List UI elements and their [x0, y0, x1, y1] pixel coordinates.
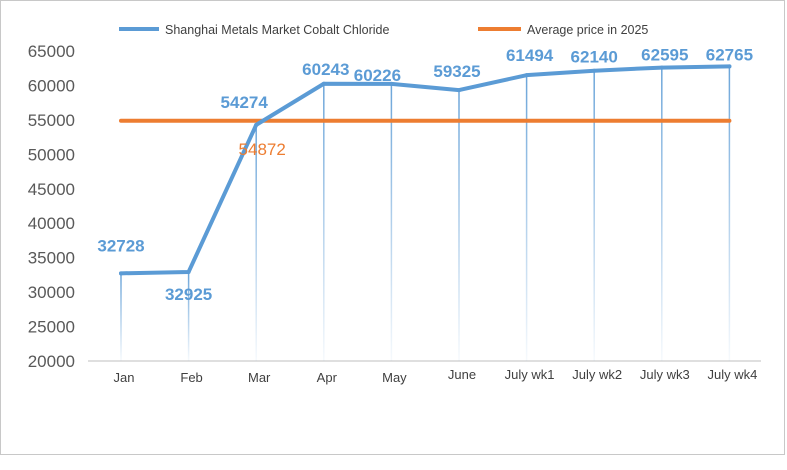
data-label: 62765 [706, 45, 753, 64]
y-tick-label: 45000 [28, 180, 75, 199]
x-tick-label: July wk2 [572, 367, 622, 382]
data-point [186, 269, 191, 274]
x-tick-label: Jan [114, 370, 135, 385]
data-label-average: 54872 [239, 140, 286, 159]
drop-line [255, 124, 257, 361]
data-label: 61494 [506, 46, 554, 65]
x-tick-label: Feb [180, 370, 202, 385]
x-tick-label: May [382, 370, 407, 385]
x-tick-label: Mar [248, 370, 271, 385]
y-tick-label: 55000 [28, 111, 75, 130]
data-label: 62595 [641, 46, 688, 65]
data-point [592, 68, 597, 73]
data-point [254, 122, 259, 127]
x-tick-label: Apr [317, 370, 338, 385]
data-label: 60243 [302, 60, 349, 79]
chart-frame: Shanghai Metals Market Cobalt Chloride A… [0, 0, 785, 455]
x-tick-label: July wk1 [505, 367, 555, 382]
legend-label-cobalt: Shanghai Metals Market Cobalt Chloride [165, 23, 389, 37]
data-point [727, 64, 732, 69]
y-tick-label: 20000 [28, 352, 75, 371]
data-label: 32728 [97, 236, 144, 255]
y-tick-label: 50000 [28, 145, 75, 164]
data-label: 62140 [571, 48, 618, 67]
data-point [119, 271, 123, 276]
data-point [321, 81, 326, 86]
drop-line [458, 90, 460, 361]
data-point [389, 81, 394, 86]
drop-line [187, 271, 190, 361]
legend: Shanghai Metals Market Cobalt Chloride A… [119, 23, 648, 37]
data-point [659, 65, 664, 70]
data-label: 54274 [221, 93, 269, 112]
y-tick-label: 35000 [28, 249, 75, 268]
data-label: 59325 [433, 62, 480, 81]
x-tick-label: June [448, 367, 476, 382]
data-label: 32925 [165, 285, 212, 304]
y-tick-label: 60000 [28, 76, 75, 95]
x-tick-label: July wk4 [707, 367, 757, 382]
y-tick-label: 30000 [28, 283, 75, 302]
series-line-cobalt [119, 64, 732, 276]
line-chart: Shanghai Metals Market Cobalt Chloride A… [28, 23, 761, 385]
drop-line [661, 67, 663, 361]
drop-line [390, 83, 393, 361]
data-point [457, 88, 461, 93]
y-tick-label: 40000 [28, 214, 75, 233]
drop-line [525, 75, 528, 362]
drop-line [323, 83, 325, 361]
x-tick-label: July wk3 [640, 367, 690, 382]
plot-area: 20000 25000 30000 35000 40000 45000 50000 55000… [28, 42, 761, 385]
drop-line [120, 273, 122, 361]
y-tick-label: 25000 [28, 318, 75, 337]
drop-line [593, 70, 595, 362]
drop-line [728, 66, 731, 361]
data-point [524, 73, 529, 78]
y-tick-label: 65000 [28, 42, 75, 61]
data-label: 60226 [354, 66, 401, 85]
legend-label-average: Average price in 2025 [527, 23, 648, 37]
